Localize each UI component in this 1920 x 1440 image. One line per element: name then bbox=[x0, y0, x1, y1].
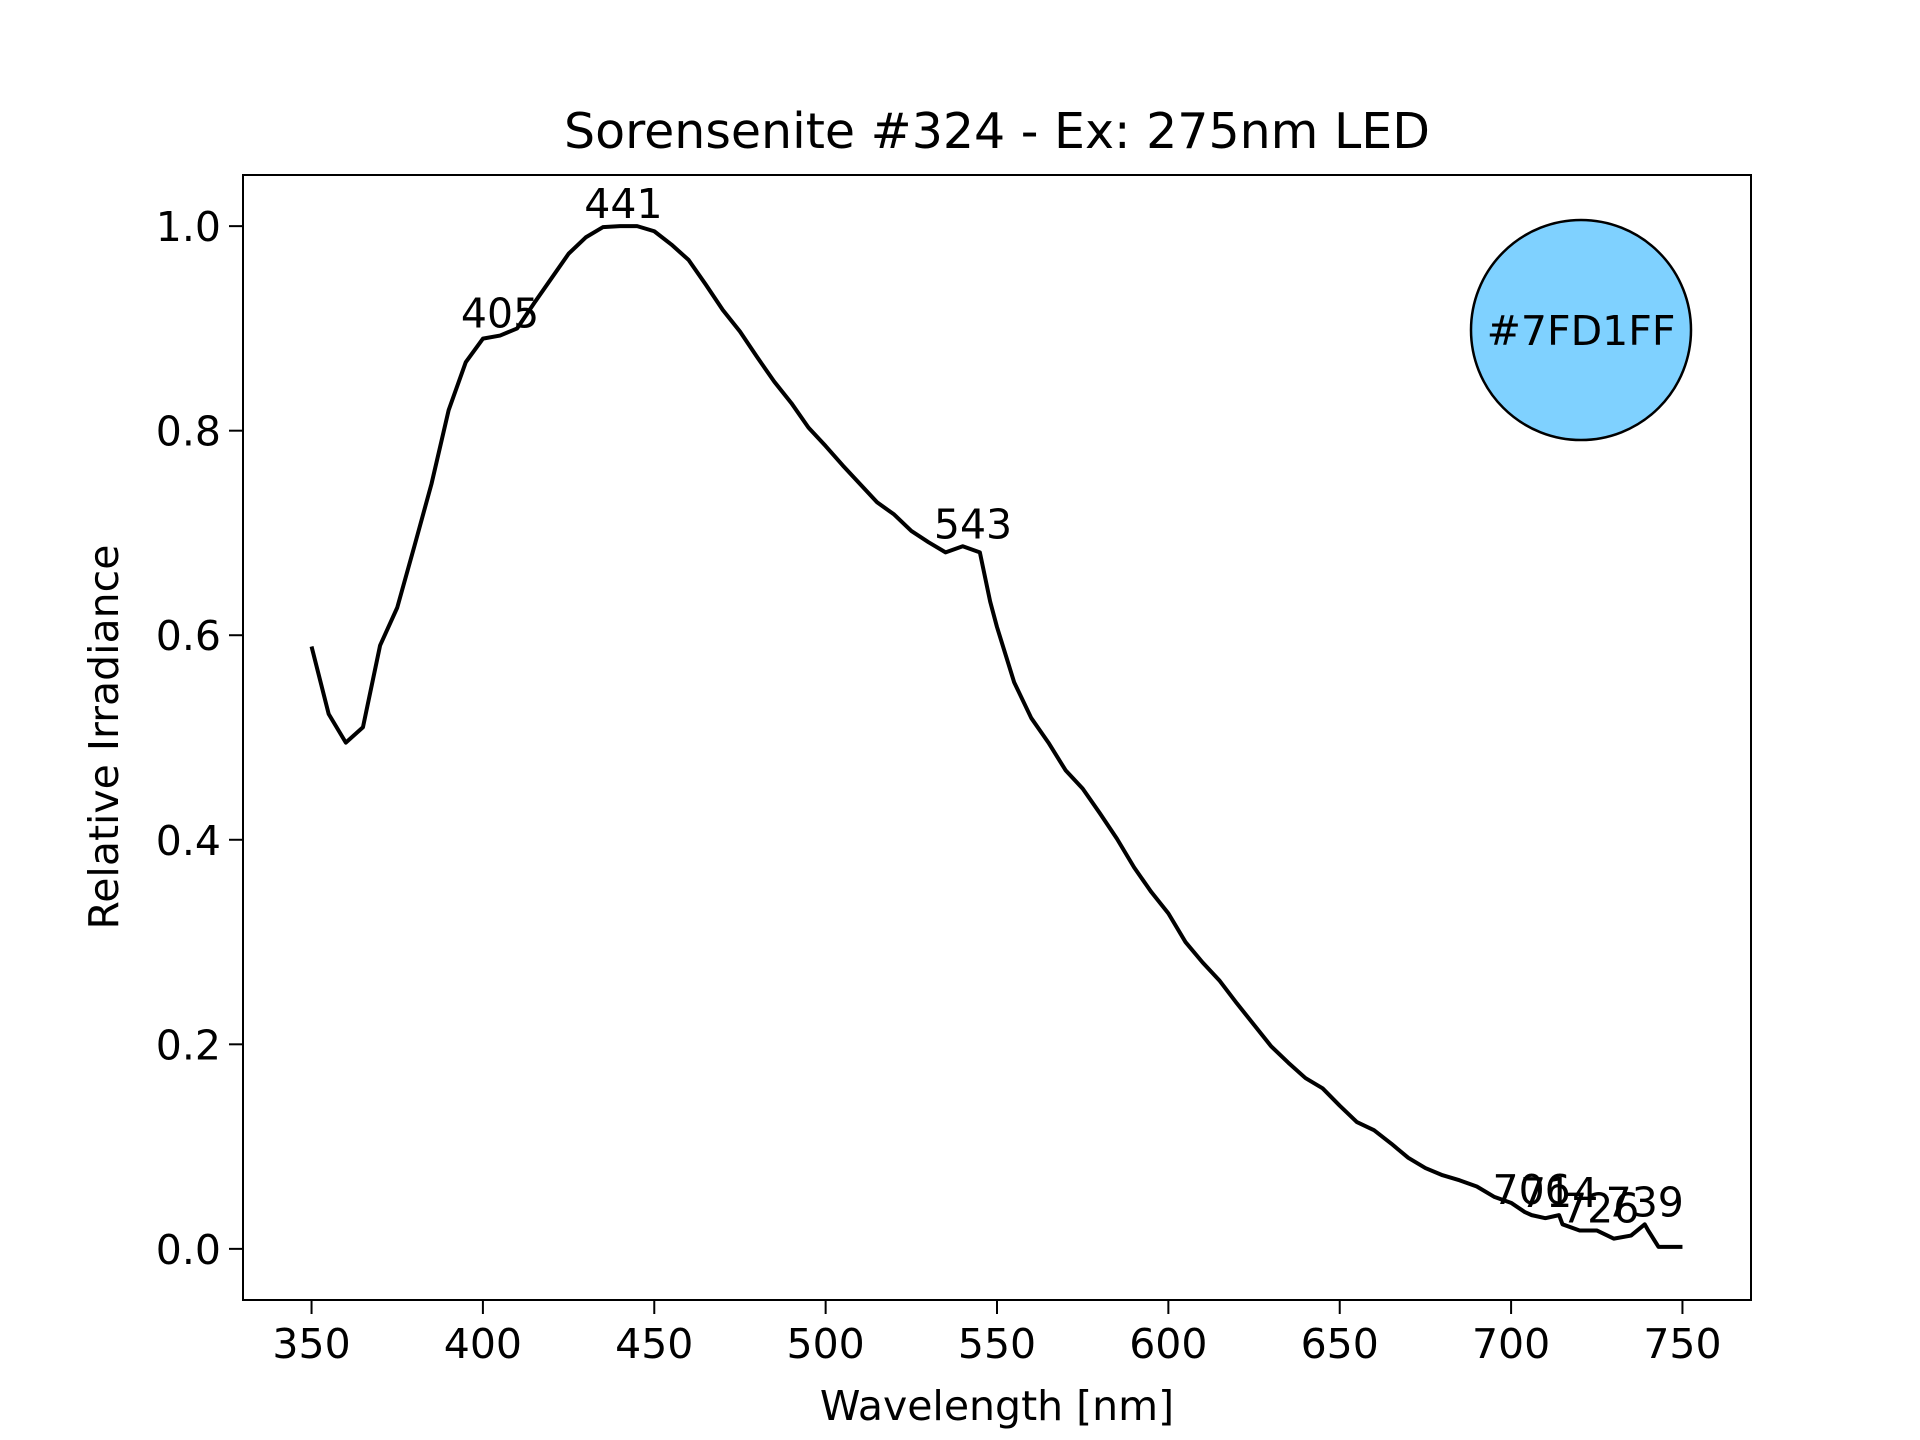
y-tick-label: 0.0 bbox=[156, 1226, 221, 1274]
peak-label: 739 bbox=[1606, 1178, 1684, 1226]
y-tick-label: 0.4 bbox=[156, 817, 221, 865]
color-swatch bbox=[1469, 218, 1693, 442]
y-axis-label: Relative Irradiance bbox=[80, 545, 128, 930]
data-line bbox=[309, 224, 1683, 1249]
x-tick-label: 650 bbox=[1301, 1320, 1379, 1368]
plot-frame bbox=[242, 174, 1752, 1301]
x-tick-label: 750 bbox=[1643, 1320, 1721, 1368]
y-tick-label: 1.0 bbox=[156, 203, 221, 251]
x-tick-label: 400 bbox=[444, 1320, 522, 1368]
y-tick-label: 0.2 bbox=[156, 1021, 221, 1069]
peak-label: 726 bbox=[1561, 1184, 1639, 1232]
peak-label: 441 bbox=[584, 180, 662, 228]
x-tick-label: 350 bbox=[272, 1320, 350, 1368]
y-tick-label: 0.6 bbox=[156, 612, 221, 660]
x-axis-label: Wavelength [nm] bbox=[820, 1382, 1174, 1430]
peak-label: 706 bbox=[1493, 1166, 1571, 1214]
peak-label: 543 bbox=[934, 500, 1012, 548]
x-tick-label: 700 bbox=[1472, 1320, 1550, 1368]
chart-title: Sorensenite #324 - Ex: 275nm LED bbox=[564, 103, 1430, 160]
x-tick-label: 550 bbox=[958, 1320, 1036, 1368]
swatch-label: #7FD1FF bbox=[1487, 307, 1676, 355]
x-tick-label: 500 bbox=[787, 1320, 865, 1368]
x-tick-label: 450 bbox=[615, 1320, 693, 1368]
y-tick-label: 0.8 bbox=[156, 408, 221, 456]
peak-label: 714 bbox=[1520, 1169, 1598, 1217]
x-tick-label: 600 bbox=[1129, 1320, 1207, 1368]
peak-label: 405 bbox=[461, 290, 539, 338]
